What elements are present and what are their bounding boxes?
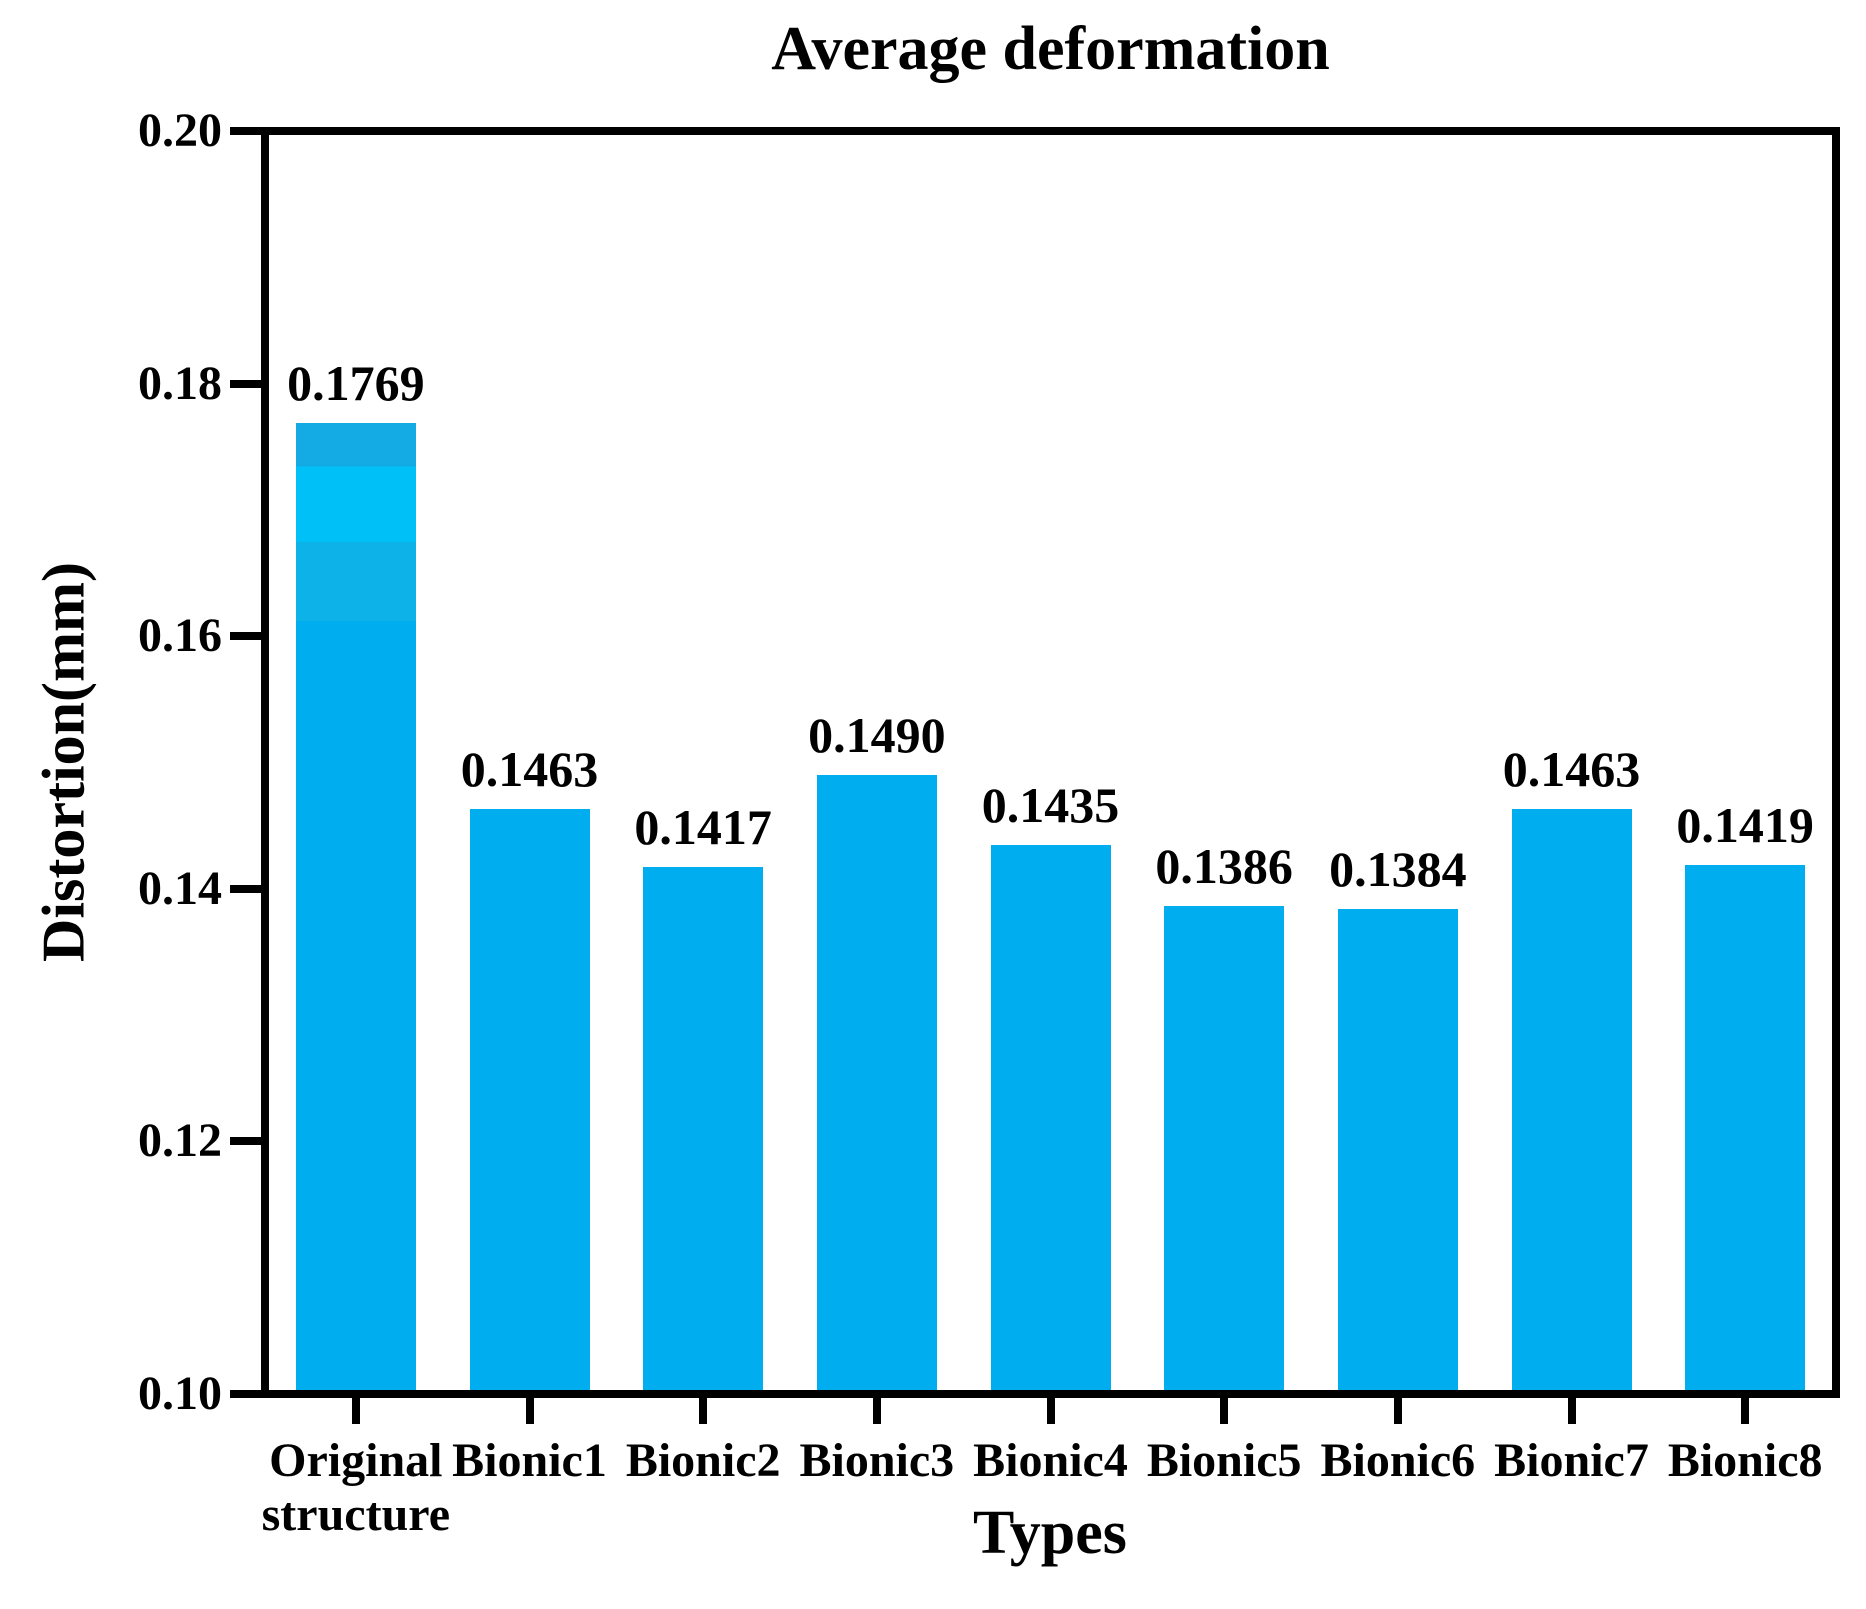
x-axis-tick-label: Bionic6	[1320, 1434, 1476, 1487]
y-axis-tick	[230, 884, 262, 893]
y-axis-tick-label: 0.12	[138, 1114, 222, 1168]
x-axis-tick-label: Bionic3	[799, 1434, 955, 1487]
bar-4	[816, 775, 937, 1390]
x-axis-title: Types	[973, 1499, 1127, 1567]
y-axis-tick-label: 0.10	[138, 1367, 222, 1420]
x-axis-tick	[1220, 1398, 1229, 1424]
bar-value-label: 0.1435	[981, 776, 1120, 833]
bar-value-label: 0.1490	[808, 707, 946, 764]
bar-value-label: 0.1463	[460, 741, 599, 798]
chart-title: Average deformation	[771, 15, 1330, 83]
y-axis-tick	[230, 1390, 262, 1398]
y-axis-tick-label: 0.18	[138, 356, 222, 410]
y-axis-tick-label: 0.14	[138, 861, 222, 915]
y-axis-tick	[230, 127, 262, 135]
y-axis-tick-label: 0.16	[138, 609, 222, 663]
x-axis-tick	[1046, 1398, 1055, 1424]
y-axis-tick	[230, 379, 262, 388]
bar-5	[990, 844, 1111, 1390]
bar-value-label: 0.1419	[1676, 796, 1814, 853]
bar-7	[1337, 909, 1458, 1390]
bar-9	[1685, 864, 1806, 1390]
x-axis-tick	[525, 1398, 534, 1424]
bar-1	[295, 422, 416, 1390]
y-axis-tick-label: 0.20	[138, 104, 222, 157]
x-axis-tick-label: Bionic1	[452, 1434, 607, 1487]
plot-frame	[261, 127, 1840, 1398]
bar-value-label: 0.1386	[1155, 838, 1293, 895]
bar-8	[1511, 809, 1632, 1390]
x-axis-tick	[1741, 1398, 1750, 1424]
x-axis-tick-label: Bionic7	[1494, 1434, 1649, 1487]
x-axis-tick	[1567, 1398, 1576, 1424]
x-axis-tick	[351, 1398, 360, 1424]
bar-value-label: 0.1769	[287, 354, 425, 411]
x-axis-tick-label: Bionic4	[973, 1434, 1128, 1487]
bar-6	[1164, 906, 1285, 1390]
bar-2	[469, 809, 590, 1390]
bar-value-label: 0.1384	[1329, 841, 1467, 897]
y-axis-tick	[230, 632, 262, 641]
x-axis-tick-label: Bionic8	[1667, 1434, 1823, 1487]
x-axis-tick-label: Bionic5	[1146, 1434, 1302, 1487]
x-axis-tick-label: Bionic2	[625, 1434, 781, 1487]
x-axis-tick-label: Original structure	[261, 1434, 451, 1541]
x-axis-tick	[1393, 1398, 1402, 1424]
y-axis-tick	[230, 1137, 262, 1146]
bar-value-label: 0.1417	[634, 799, 772, 856]
x-axis-tick	[872, 1398, 881, 1424]
bar-value-label: 0.1463	[1502, 741, 1641, 798]
x-axis-tick	[699, 1398, 708, 1424]
bar-3	[643, 867, 764, 1390]
